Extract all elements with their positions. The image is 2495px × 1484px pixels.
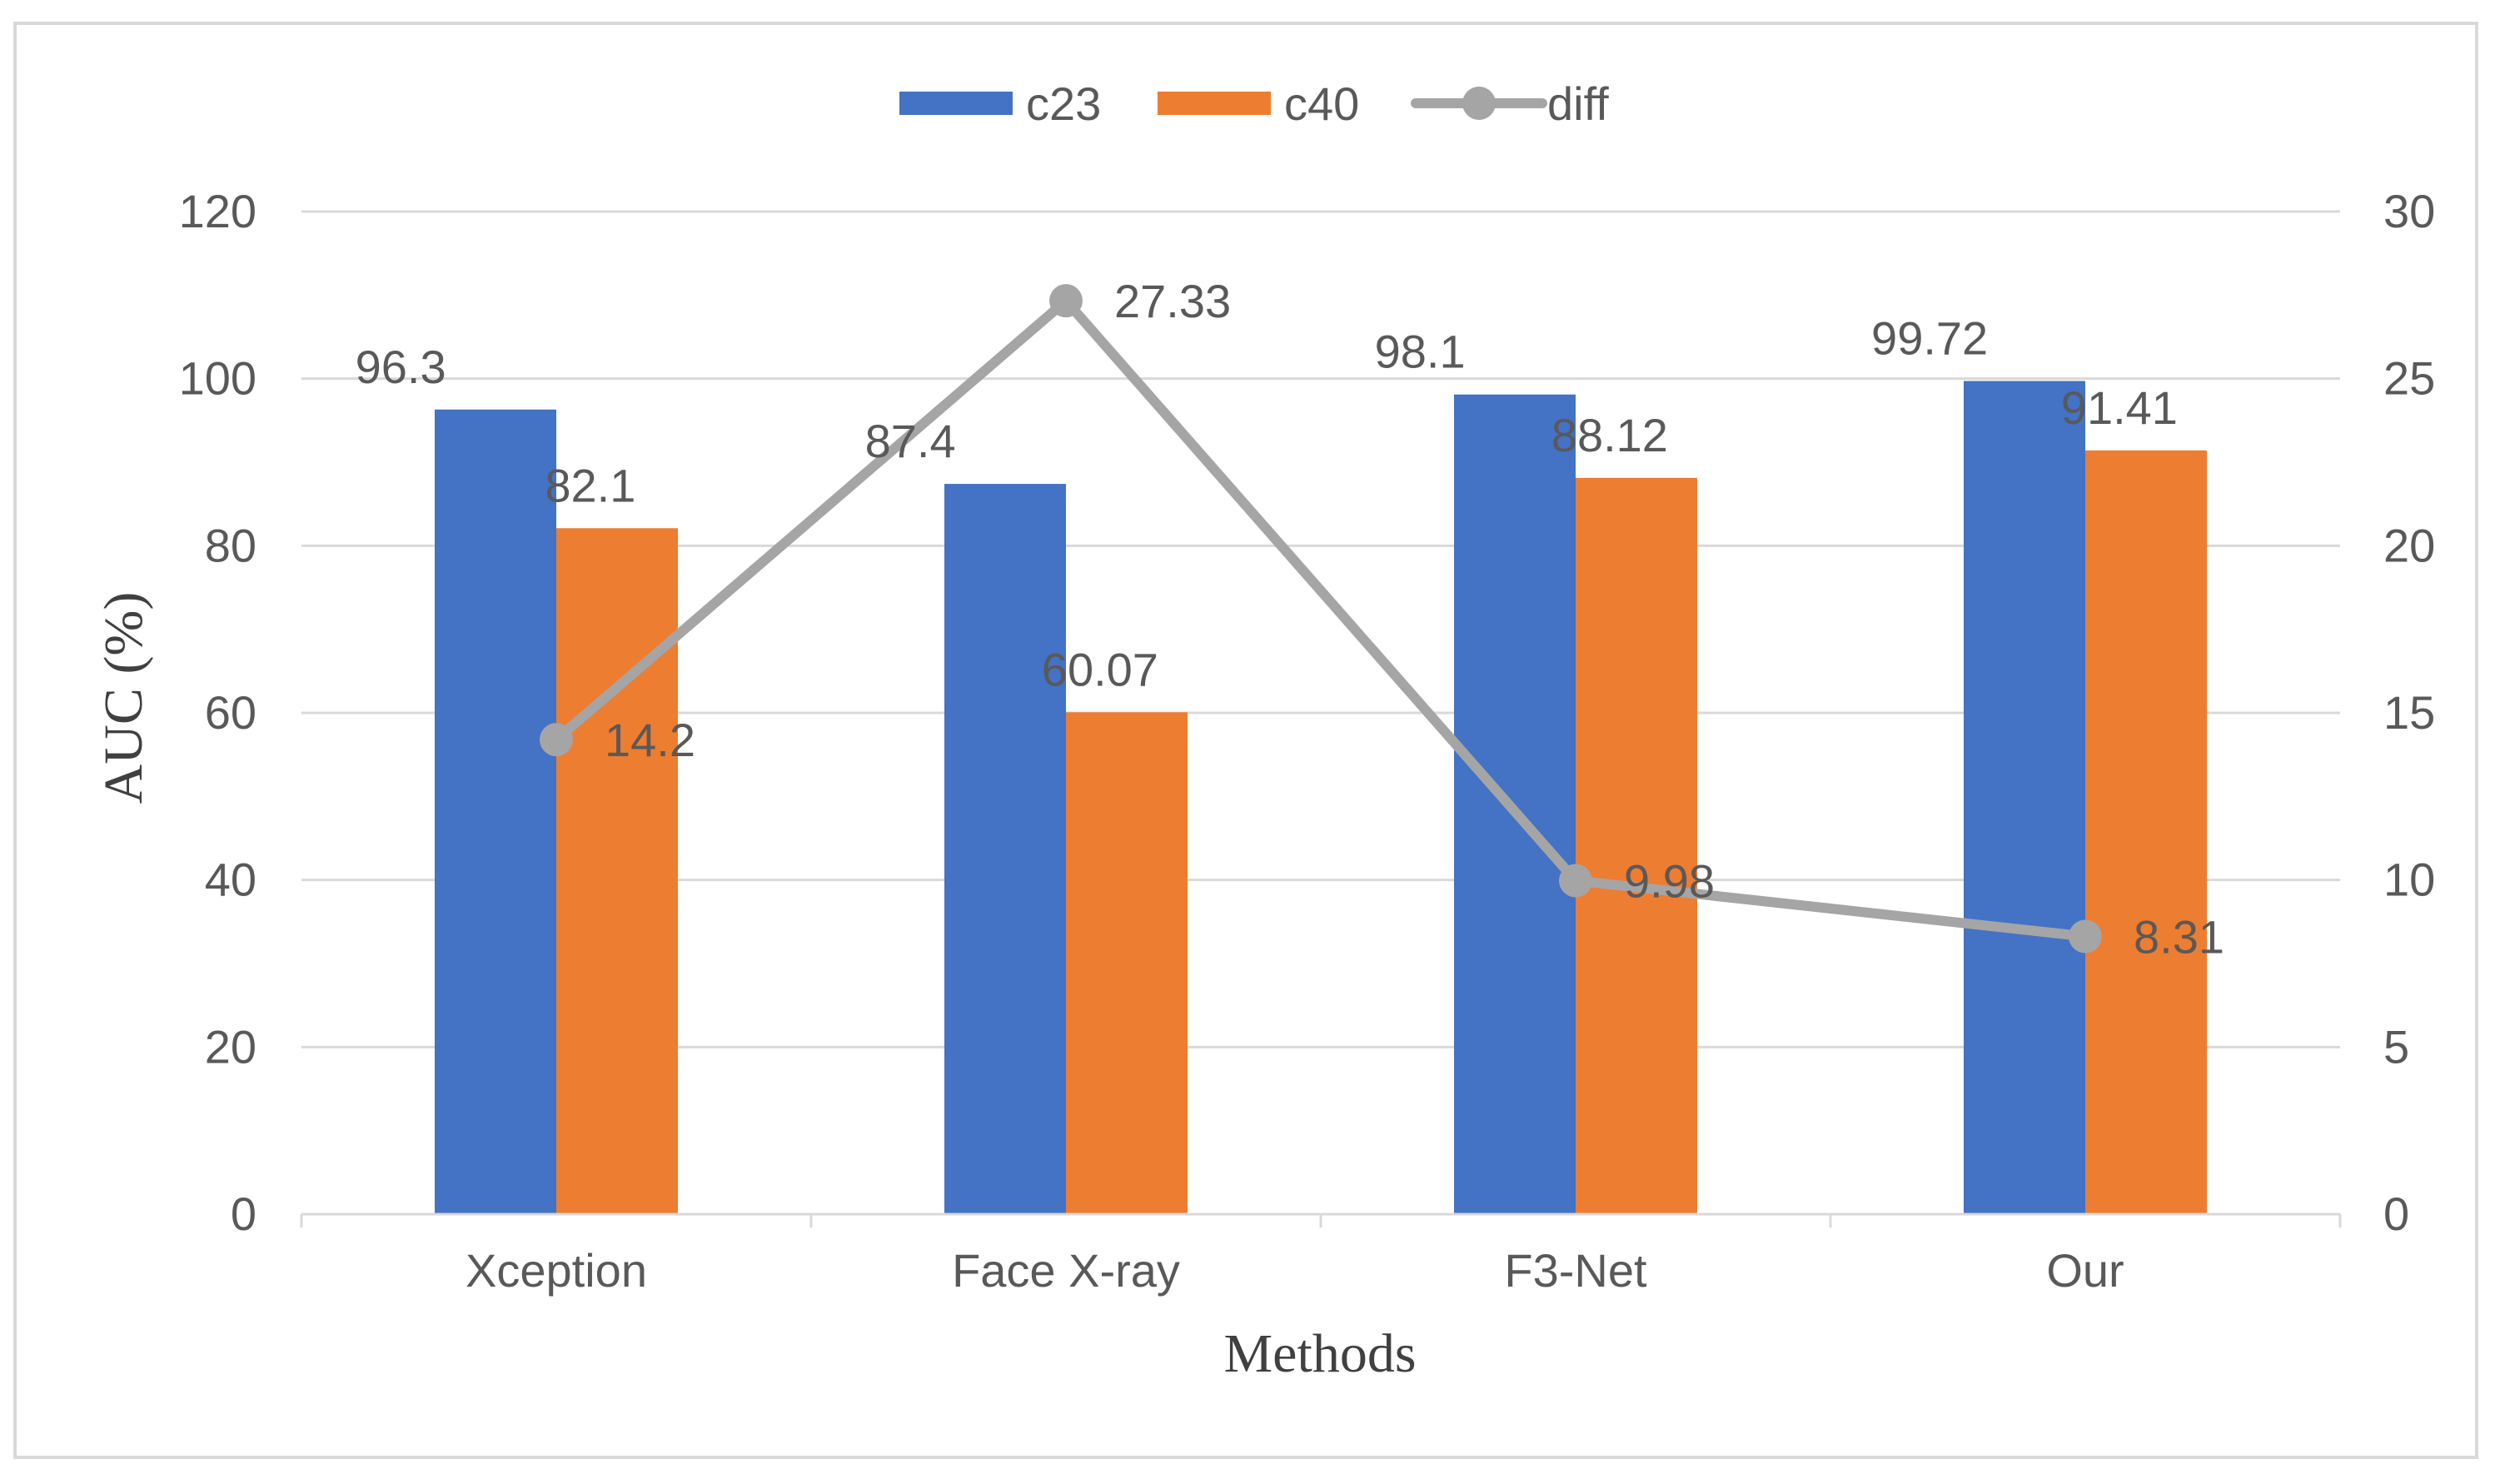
legend-swatch-c40: [1158, 92, 1271, 115]
y-axis-title: AUC (%): [93, 592, 154, 804]
x-tick-label: Face X-ray: [952, 1244, 1180, 1297]
data-label-c40: 82.1: [545, 459, 635, 511]
y-tick-label: 80: [205, 519, 256, 571]
data-label-c23: 99.72: [1871, 311, 1988, 364]
data-label-c23: 87.4: [865, 415, 956, 467]
data-label-diff: 8.31: [2134, 910, 2224, 963]
y-tick-label: 40: [205, 854, 256, 906]
y-tick-label: 120: [179, 185, 256, 237]
diff-line-series: [540, 284, 2102, 954]
y2-tick-label: 5: [2383, 1020, 2409, 1073]
data-label-c40: 88.12: [1551, 409, 1668, 461]
point-diff: [1049, 284, 1083, 318]
point-diff: [2069, 919, 2102, 954]
data-label-c40: 91.41: [2061, 381, 2178, 434]
legend-label-c23: c23: [1026, 77, 1101, 130]
legend-swatch-c23: [899, 92, 1013, 115]
point-diff: [1559, 864, 1592, 898]
bar-c40: [2085, 450, 2207, 1214]
y2-tick-label: 0: [2383, 1188, 2409, 1240]
x-tick-label: Our: [2046, 1244, 2124, 1297]
data-label-c40: 60.07: [1042, 643, 1158, 695]
y-tick-label: 20: [205, 1020, 256, 1073]
data-label-c23: 98.1: [1375, 326, 1466, 378]
chart-border: [13, 22, 2478, 1459]
data-label-diff: 9.98: [1624, 854, 1715, 907]
bar-c23: [435, 409, 556, 1214]
axes: 0 20 40 60 80 100 120 0 5 10 15 20 25 30 Xception Face …: [179, 185, 2436, 1297]
y-tick-label: 60: [205, 686, 256, 739]
data-label-diff: 14.2: [605, 714, 695, 766]
y-tick-label: 0: [231, 1188, 256, 1240]
legend-label-c40: c40: [1284, 77, 1359, 130]
bar-c40: [556, 528, 678, 1214]
y2-tick-label: 10: [2383, 854, 2435, 906]
legend-swatch-marker-diff: [1462, 87, 1496, 120]
x-tick-label: F3-Net: [1504, 1244, 1647, 1297]
bars: [435, 381, 2207, 1215]
data-labels: 96.3 82.1 87.4 60.07 98.1 88.12 99.72 91.41 14.2…: [356, 275, 2224, 963]
y2-tick-label: 15: [2383, 686, 2435, 739]
data-label-diff: 27.33: [1114, 275, 1231, 327]
y2-tick-label: 20: [2383, 519, 2435, 571]
point-diff: [540, 723, 573, 757]
x-axis-title: Methods: [1224, 1323, 1417, 1384]
y-tick-label: 100: [179, 352, 256, 405]
bar-c40: [1066, 712, 1188, 1214]
bar-c23: [944, 484, 1066, 1214]
bar-c40: [1576, 477, 1697, 1214]
line-diff: [551, 296, 2090, 942]
data-label-c23: 96.3: [356, 341, 446, 393]
y2-tick-label: 30: [2383, 185, 2435, 237]
x-tick-label: Xception: [466, 1244, 647, 1297]
legend-label-diff: diff: [1547, 77, 1609, 130]
legend: c23 c40 diff: [899, 77, 1609, 130]
bar-c23: [1964, 381, 2085, 1214]
y2-tick-label: 25: [2383, 352, 2435, 405]
